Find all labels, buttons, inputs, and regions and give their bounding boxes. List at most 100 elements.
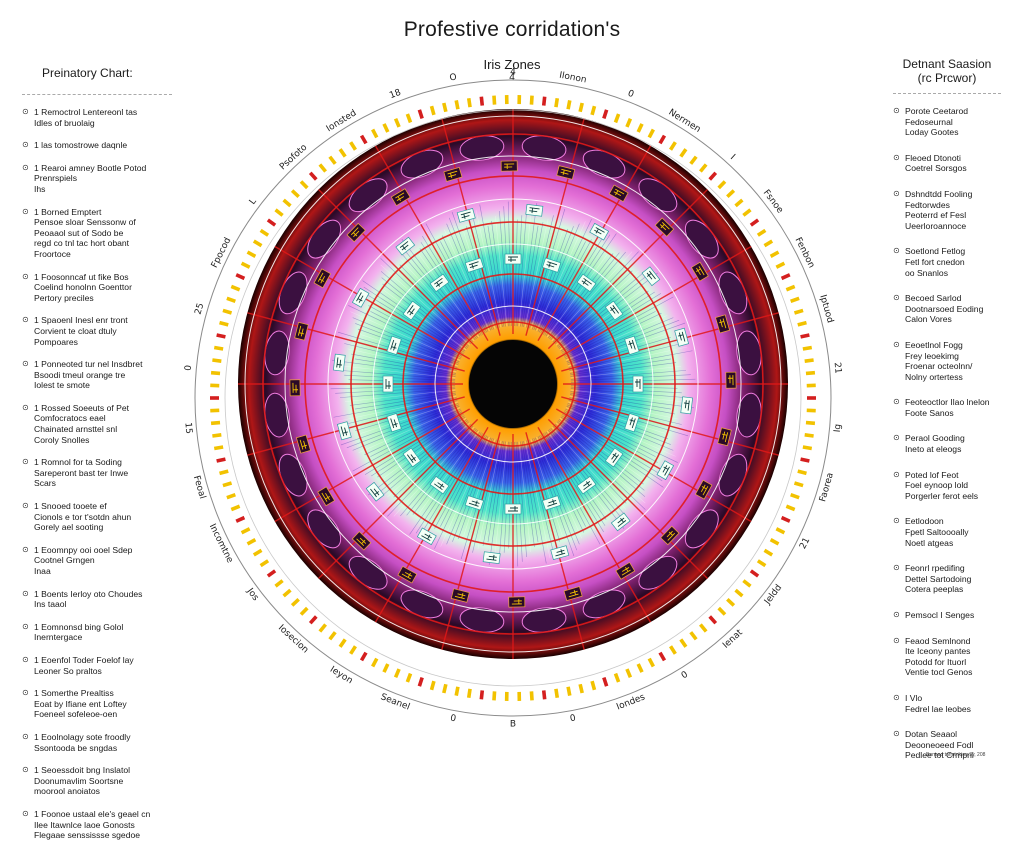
scale-tick bbox=[230, 504, 241, 512]
scale-tick bbox=[602, 109, 609, 119]
glyph-mark bbox=[594, 227, 605, 235]
scale-tick bbox=[479, 690, 485, 700]
bullet-icon: ⊙ bbox=[22, 621, 29, 631]
iris-fibre bbox=[495, 215, 508, 327]
tick-mark bbox=[235, 273, 246, 281]
iris-fibre bbox=[399, 264, 474, 343]
glyph-mark bbox=[468, 261, 479, 269]
ring-label: L bbox=[248, 197, 259, 207]
scale-tick bbox=[213, 445, 224, 451]
zone-ring bbox=[327, 198, 699, 570]
legend-entry: ⊙ 1 Borned Emptert Pensoe sloar Senssonw o… bbox=[22, 207, 172, 260]
scale-tick bbox=[246, 538, 257, 546]
glyph-mark bbox=[683, 400, 690, 411]
legend-entry: ⊙ 1 Foonoe ustaal ele's geael cn Ilee Itaw… bbox=[22, 809, 172, 841]
legend-entry-lines: 1 Spaoenl Inesl enr tront Corvient te clo… bbox=[34, 315, 172, 347]
glyph-mark bbox=[434, 277, 443, 287]
bullet-icon: ⊙ bbox=[22, 588, 29, 598]
glyph-box bbox=[317, 486, 336, 507]
scale-tick bbox=[235, 273, 246, 281]
legend-entry-line: 1 Foosonncaf ut fike Bos bbox=[34, 271, 129, 282]
glyph-mark bbox=[718, 318, 727, 329]
scale-tick bbox=[359, 651, 368, 662]
iris-fibre bbox=[570, 370, 686, 380]
legend-entry: ⊙ Feaod Semlnond Ite Iceony pantes Potodd f… bbox=[893, 636, 1001, 678]
iris-fibre bbox=[534, 223, 580, 331]
legend-entry: ⊙ 1 Eoolnolagy sote froodly Ssontooda be s… bbox=[22, 732, 172, 753]
iris-fibre bbox=[422, 433, 483, 533]
iris-fibre bbox=[568, 334, 666, 367]
scale-tick bbox=[210, 408, 220, 413]
zone-glyph bbox=[656, 460, 675, 481]
ring-label: Ig bbox=[833, 423, 844, 432]
bullet-icon: ⊙ bbox=[893, 516, 900, 526]
tick-mark bbox=[371, 128, 379, 139]
scale-tick bbox=[274, 579, 284, 588]
iris-fibre bbox=[517, 441, 527, 557]
legend-entry-lines: 1 Rossed Soeeuts of Pet Comfocratocs eael… bbox=[34, 403, 172, 445]
zone-glyph bbox=[632, 375, 644, 393]
legend-entry-lines: Dshndtdd Fooling Fedtorwdes Peoterrd ef Fe… bbox=[905, 189, 1001, 231]
tick-mark bbox=[274, 579, 284, 588]
iris-fibre bbox=[487, 225, 505, 327]
legend-entry-lines: Soetlond Fetlog Fetl fort cnedon oo Snanlo… bbox=[905, 246, 1001, 278]
iris-fibre bbox=[562, 414, 662, 475]
iris-fibre bbox=[567, 404, 671, 445]
scale-tick bbox=[454, 686, 460, 696]
iris-fibre bbox=[344, 389, 456, 402]
iris-fibre bbox=[550, 251, 626, 341]
legend-entry-line: Poted lof Feot bbox=[905, 469, 959, 480]
iris-fibre bbox=[562, 293, 662, 354]
scale-tick bbox=[802, 345, 813, 351]
zone-ring bbox=[262, 133, 764, 635]
zone-glyph bbox=[641, 266, 661, 287]
legend-entry-lines: 1 Eoolnolagy sote froodly Ssontooda be sn… bbox=[34, 732, 172, 753]
iris-fibre bbox=[556, 271, 646, 347]
glyph-box bbox=[313, 268, 332, 289]
tick-mark bbox=[554, 97, 560, 108]
tick-mark bbox=[679, 638, 688, 648]
scale-tick bbox=[299, 606, 309, 616]
glyph-mark bbox=[336, 357, 343, 368]
legend-entry-line: Froenar octeolnn/ bbox=[905, 361, 973, 372]
tick-mark bbox=[800, 457, 810, 463]
scale-tick bbox=[590, 680, 597, 691]
scale-tick bbox=[219, 320, 229, 327]
scale-tick bbox=[442, 102, 448, 113]
legend-entry-line: Porote Ceetarod bbox=[905, 106, 969, 116]
ring-label: 21 bbox=[832, 362, 843, 374]
zone-glyph bbox=[660, 525, 680, 546]
zone-glyph bbox=[395, 236, 416, 256]
tick-mark bbox=[802, 345, 813, 351]
iris-fibre bbox=[557, 420, 645, 491]
zone-glyph bbox=[450, 588, 470, 603]
tick-mark bbox=[805, 370, 816, 376]
right-entry-list: ⊙ Porote Ceetarod Fedoseurnal Loday Gootes ⊙… bbox=[893, 106, 1001, 761]
tick-mark bbox=[219, 320, 229, 327]
tick-mark bbox=[742, 208, 752, 217]
legend-entry: ⊙ Dshndtdd Fooling Fedtorwdes Peoterrd ef F… bbox=[893, 189, 1001, 231]
legend-entry-lines: 1 Eoenfol Toder Foelof lay Leoner So pral… bbox=[34, 655, 172, 676]
scale-tick bbox=[756, 559, 767, 568]
glyph-box bbox=[563, 586, 583, 601]
legend-entry-line: Cootnel Grngen bbox=[34, 555, 95, 566]
tick-mark bbox=[328, 631, 337, 641]
glyph-mark bbox=[390, 418, 398, 429]
zone-glyph bbox=[416, 527, 437, 546]
bullet-icon: ⊙ bbox=[893, 188, 900, 198]
tick-mark bbox=[382, 123, 390, 133]
tick-mark bbox=[566, 100, 572, 110]
tick-mark bbox=[800, 333, 810, 339]
legend-entry-line: Pompoares bbox=[34, 336, 78, 347]
legend-entry: ⊙ 1 Spaoenl Inesl enr tront Corvient te cl… bbox=[22, 315, 172, 347]
glyph-mark bbox=[390, 339, 397, 351]
legend-entry-lines: 1 Ponneoted tur nel Insdbret Bsoodi tmeul… bbox=[34, 359, 172, 391]
scale-tick bbox=[517, 691, 522, 701]
zone-glyph bbox=[589, 222, 610, 241]
iris-fibre bbox=[452, 438, 493, 542]
glyph-box bbox=[429, 273, 450, 293]
legend-entry-line: Ineto at eleogs bbox=[905, 444, 962, 455]
glyph-mark bbox=[617, 517, 627, 527]
glyph-mark bbox=[721, 431, 729, 443]
legend-entry: ⊙ 1 Rossed Soeeuts of Pet Comfocratocs eae… bbox=[22, 403, 172, 445]
